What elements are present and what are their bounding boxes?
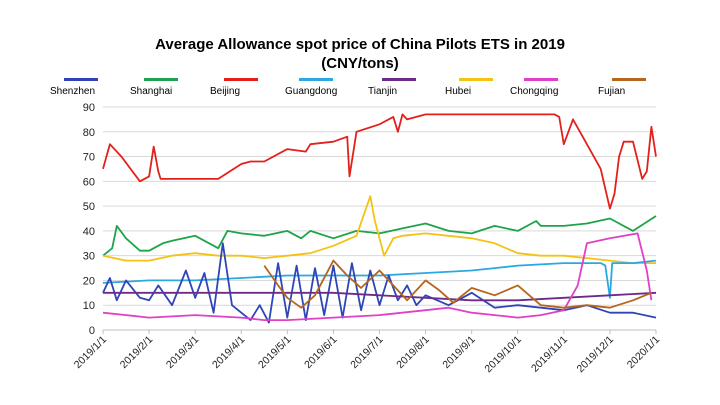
x-tick-label: 2019/1/1 [72,334,109,371]
legend-swatch-beijing [224,78,258,81]
legend-item-beijing: Beijing [210,76,280,102]
y-tick-label: 50 [83,201,95,213]
x-tick-label: 2019/11/1 [529,334,570,375]
x-tick-label: 2019/3/1 [164,334,201,371]
legend-swatch-shanghai [144,78,178,81]
legend-label-guangdong: Guangdong [285,86,338,97]
x-tick-label: 2019/5/1 [256,334,293,371]
series-line-hubei [102,195,656,265]
legend-item-hubei: Hubei [445,76,515,102]
series-line-chongqing [102,232,653,322]
legend-item-chongqing: Chongqing [510,76,580,102]
legend-item-guangdong: Guangdong [285,76,355,102]
legend-label-fujian: Fujian [598,86,626,97]
x-tick-label: 2020/1/1 [625,334,662,371]
legend-swatch-fujian [612,78,646,81]
y-tick-label: 70 [83,152,95,164]
chart-title: Average Allowance spot price of China Pi… [155,36,565,53]
series-line-fujian [263,259,652,309]
legend-label-shenzhen: Shenzhen [50,86,96,97]
legend-label-chongqing: Chongqing [510,86,559,97]
legend-item-fujian: Fujian [598,76,668,102]
y-tick-label: 0 [89,325,95,337]
legend-label-tianjin: Tianjin [368,86,398,97]
y-tick-label: 40 [83,226,95,238]
y-tick-label: 30 [83,251,95,263]
y-tick-label: 20 [83,275,95,287]
chart-subtitle: (CNY/tons) [321,55,399,72]
x-tick-label: 2019/12/1 [575,334,617,376]
x-tick-label: 2019/6/1 [302,334,339,371]
legend-swatch-chongqing [524,78,558,81]
legend-label-beijing: Beijing [210,86,241,97]
x-tick-label: 2019/10/1 [482,334,524,376]
series-line-tianjin [103,291,657,302]
legend-swatch-guangdong [299,78,333,81]
legend-label-shanghai: Shanghai [130,86,173,97]
legend-item-shenzhen: Shenzhen [50,76,120,102]
x-tick-label: 2019/7/1 [348,334,385,371]
legend-item-shanghai: Shanghai [130,76,200,102]
y-tick-label: 80 [83,127,95,139]
x-tick-label: 2019/8/1 [394,334,431,371]
series-line-shanghai [102,215,657,257]
y-tick-label: 60 [83,176,95,188]
legend: Shenzhen Shanghai Beijing Guangdong Tian… [50,76,670,102]
legend-swatch-tianjin [382,78,416,81]
x-tick-label: 2019/4/1 [210,334,247,371]
legend-item-tianjin: Tianjin [368,76,438,102]
y-tick-label: 10 [83,300,95,312]
legend-swatch-hubei [459,78,493,81]
x-tick-label: 2019/2/1 [118,334,155,371]
legend-label-hubei: Hubei [445,86,472,97]
series-line-beijing [102,113,657,210]
x-tick-label: 2019/9/1 [440,334,477,371]
series-line-guangdong [102,259,657,299]
legend-swatch-shenzhen [64,78,98,81]
y-tick-label: 90 [83,102,95,114]
